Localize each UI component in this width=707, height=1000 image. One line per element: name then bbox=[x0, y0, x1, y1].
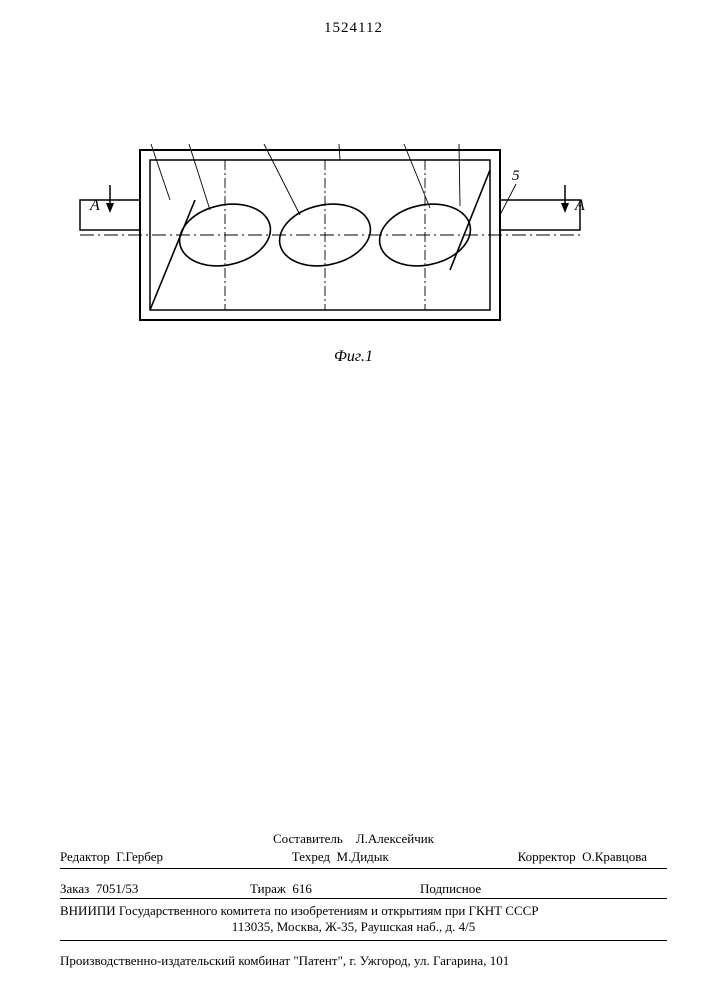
page: 1524112 А А 4 6 4 1 4 6 5 Фиг.1 Составитель Л.… bbox=[0, 0, 707, 1000]
tech-label: Техред bbox=[292, 849, 330, 864]
tirage-label: Тираж bbox=[250, 881, 286, 896]
footer-printer-line: Производственно-издательский комбинат "П… bbox=[60, 952, 647, 970]
editor-name: Г.Гербер bbox=[116, 849, 163, 864]
footer-rule-3 bbox=[60, 940, 667, 941]
callout-leader bbox=[459, 144, 460, 206]
callout-leader bbox=[151, 144, 170, 200]
compiler-label: Составитель bbox=[273, 830, 343, 848]
footer-org-line2: 113035, Москва, Ж-35, Раушская наб., д. … bbox=[60, 918, 647, 936]
tech-name: М.Дидык bbox=[337, 849, 389, 864]
callout-number: 6 bbox=[185, 140, 193, 144]
figure-svg: А А 4 6 4 1 4 6 5 bbox=[60, 140, 620, 340]
callout-number: 5 bbox=[512, 168, 520, 184]
footer-order-line: Заказ 7051/53 Тираж 616 Подписное bbox=[60, 880, 647, 898]
footer-rule-2 bbox=[60, 898, 667, 899]
tirage-value: 616 bbox=[292, 881, 312, 896]
callout-number: 4 bbox=[147, 140, 155, 144]
footer-rule-1 bbox=[60, 868, 667, 869]
footer-org-line1: ВНИИПИ Государственного комитета по изоб… bbox=[60, 902, 647, 920]
baffles-group bbox=[150, 170, 490, 310]
section-arrow bbox=[106, 185, 114, 213]
section-label-left: А bbox=[89, 197, 100, 214]
order-value: 7051/53 bbox=[96, 881, 139, 896]
patent-number: 1524112 bbox=[0, 20, 707, 37]
section-arrow bbox=[561, 185, 569, 213]
callout-number: 1 bbox=[335, 140, 343, 144]
footer-staff-line: Редактор Г.Гербер Техред М.Дидык Коррект… bbox=[60, 848, 647, 866]
figure-caption: Фиг.1 bbox=[0, 348, 707, 366]
editor-label: Редактор bbox=[60, 849, 110, 864]
callout-leader bbox=[339, 144, 340, 160]
baffle-plate bbox=[150, 200, 195, 310]
corrector-label: Корректор bbox=[518, 849, 576, 864]
callout-leader bbox=[189, 144, 210, 210]
order-label: Заказ bbox=[60, 881, 89, 896]
callout-number: 4 bbox=[260, 140, 268, 144]
compiler-name: Л.Алексейчик bbox=[356, 830, 434, 848]
callout-number: 6 bbox=[455, 140, 463, 144]
corrector-name: О.Кравцова bbox=[582, 849, 647, 864]
callout-number: 4 bbox=[400, 140, 408, 144]
footer-compiler-line: Составитель Л.Алексейчик bbox=[60, 830, 647, 848]
callout-leader bbox=[404, 144, 430, 208]
subscription: Подписное bbox=[420, 880, 481, 898]
callout-leader bbox=[264, 144, 300, 215]
baffle-plate bbox=[450, 170, 490, 270]
section-label-right: А bbox=[574, 197, 585, 214]
